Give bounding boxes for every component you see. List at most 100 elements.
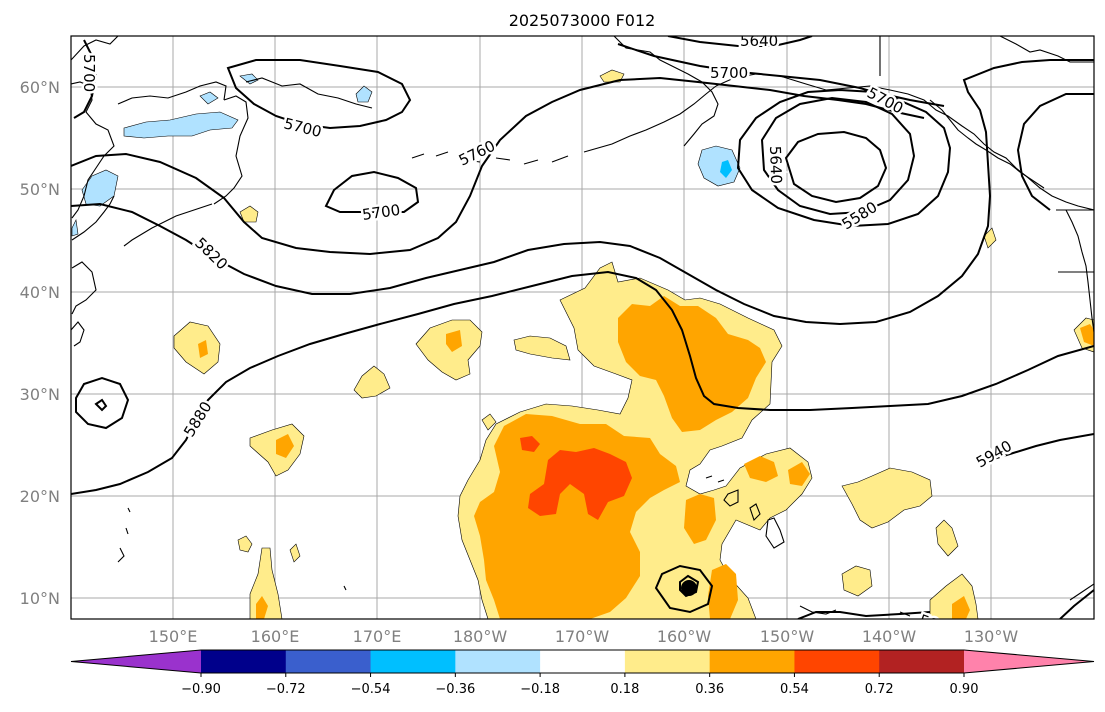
- shade-region-24n: [481, 413, 497, 431]
- lat-label-40n: 40°N: [20, 283, 60, 302]
- contour-label-58-partial: 58: [917, 611, 941, 634]
- shade-orange-pocket2: [788, 462, 810, 486]
- shade-region-mid33: [415, 319, 483, 381]
- contour-label-5640-low: 5640: [766, 146, 785, 185]
- colorbar-tick-label: −0.54: [351, 682, 391, 697]
- colorbar-box: [201, 650, 287, 673]
- coast-japan: [71, 195, 115, 315]
- colorbar-extend-max: [964, 650, 1094, 673]
- tropical-low-center: [681, 580, 697, 596]
- contour-label-5700-center: 5700: [361, 201, 401, 224]
- map-frame: [70, 35, 1095, 620]
- shade-region-south160e: [249, 547, 283, 619]
- contour-5700-west: [73, 39, 98, 119]
- lon-label-160e: 160°E: [251, 627, 300, 646]
- shade-region-oregon: [983, 227, 997, 249]
- contour-label-5880: 5880: [180, 398, 216, 440]
- lat-label-30n: 30°N: [20, 385, 60, 404]
- shade-region-w12: [289, 543, 301, 563]
- lat-label-50n: 50°N: [20, 180, 60, 199]
- shade-region-east: [841, 467, 933, 529]
- coast-hawaii: [705, 475, 785, 549]
- map-title: 2025073000 F012: [509, 11, 656, 30]
- coast-aleutians: [411, 85, 717, 165]
- colorbar-tick-label: 0.72: [865, 682, 894, 697]
- lon-label-180w: 180°W: [453, 627, 508, 646]
- coast-canada-border: [1056, 209, 1094, 273]
- colorbar-tick-label: 0.54: [780, 682, 809, 697]
- colorbar-box: [455, 650, 541, 673]
- shade-blue-siberia1: [199, 91, 219, 105]
- colorbar-tick-label: 0.90: [950, 682, 979, 697]
- colorbar-box: [709, 650, 795, 673]
- lat-label-60n: 60°N: [20, 78, 60, 97]
- shade-cyan-gulf: [720, 160, 732, 178]
- coast-pacific-isles: [117, 507, 911, 617]
- lon-label-160w: 160°W: [657, 627, 712, 646]
- colorbar-tick-label: −0.18: [520, 682, 560, 697]
- contour-label-5820: 5820: [191, 234, 231, 273]
- coast-alaska-west: [613, 36, 719, 147]
- colorbar-tick-label: 0.18: [610, 682, 639, 697]
- coast-arctic-alaska: [879, 36, 1094, 76]
- shade-orange-160e-10n: [256, 596, 268, 619]
- coastlines: [71, 36, 1094, 617]
- shading-negative-mid: [720, 160, 732, 178]
- contour-5940: [989, 433, 1094, 461]
- colorbar-tick-label: −0.36: [435, 682, 475, 697]
- contour-5760: [71, 76, 925, 256]
- shade-orange-south2: [708, 564, 738, 619]
- coast-kurils: [123, 203, 213, 247]
- height-contours: [71, 36, 1094, 619]
- lon-label-130w: 130°W: [964, 627, 1019, 646]
- shading-positive-high: [520, 436, 632, 520]
- longitude-labels: 150°E 160°E 170°E 180°W 170°W 160°W 150°…: [149, 627, 1019, 646]
- contour-high-30n: [75, 376, 130, 430]
- coast-chukotka: [245, 77, 373, 109]
- contour-label-5640-top: 5640: [740, 32, 778, 50]
- coast-okhotsk: [117, 81, 227, 105]
- coast-asia-siberia: [71, 36, 119, 219]
- shade-red-central: [528, 448, 632, 520]
- contour-5700-arctic: [226, 59, 412, 130]
- contour-low-tropical-inner: [679, 574, 700, 598]
- shade-region-se2: [841, 565, 873, 597]
- shade-orange-coast: [1080, 324, 1094, 346]
- shade-region-w30: [173, 321, 221, 375]
- shade-region-cluster1: [935, 519, 959, 557]
- shade-orange-w30: [198, 340, 208, 358]
- latitude-labels: 60°N 50°N 40°N 30°N 20°N 10°N: [20, 78, 60, 608]
- shading-negative-low: [71, 73, 741, 237]
- contour-label-5700-west: 5700: [80, 54, 98, 92]
- lon-label-150e: 150°E: [149, 627, 198, 646]
- colorbar-box: [624, 650, 711, 673]
- lon-label-150w: 150°W: [760, 627, 815, 646]
- shade-blue-siberia2: [239, 73, 259, 85]
- contour-south-se: [797, 589, 1094, 619]
- coast-korea: [71, 321, 85, 347]
- shade-region-mid35: [513, 335, 571, 361]
- contour-5700-center: [324, 170, 420, 213]
- contour-5700-alaska: [617, 43, 952, 228]
- lon-label-140w: 140°W: [862, 627, 917, 646]
- shade-orange-pocket1: [744, 456, 778, 482]
- shade-blue-w45: [71, 219, 79, 237]
- contour-5820-east: [1016, 93, 1094, 211]
- shade-orange-central: [474, 414, 680, 619]
- contour-high-30n-inner: [94, 398, 108, 412]
- contour-label-5580: 5580: [839, 198, 881, 234]
- coast-north-america: [1065, 209, 1094, 333]
- coast-mexico: [1069, 583, 1094, 601]
- shade-blue-bering: [355, 85, 373, 103]
- colorbar-box: [370, 650, 456, 673]
- coast-alaska-south: [715, 73, 1094, 211]
- colorbar-extend-min: [71, 650, 201, 673]
- lon-label-170w: 170°W: [555, 627, 610, 646]
- shade-orange-south: [684, 494, 716, 544]
- shade-orange-mid33: [446, 330, 462, 352]
- shade-blue-gulf: [697, 145, 741, 187]
- lat-label-20n: 20°N: [20, 487, 60, 506]
- contour-label-5700-arctic: 5700: [282, 114, 323, 141]
